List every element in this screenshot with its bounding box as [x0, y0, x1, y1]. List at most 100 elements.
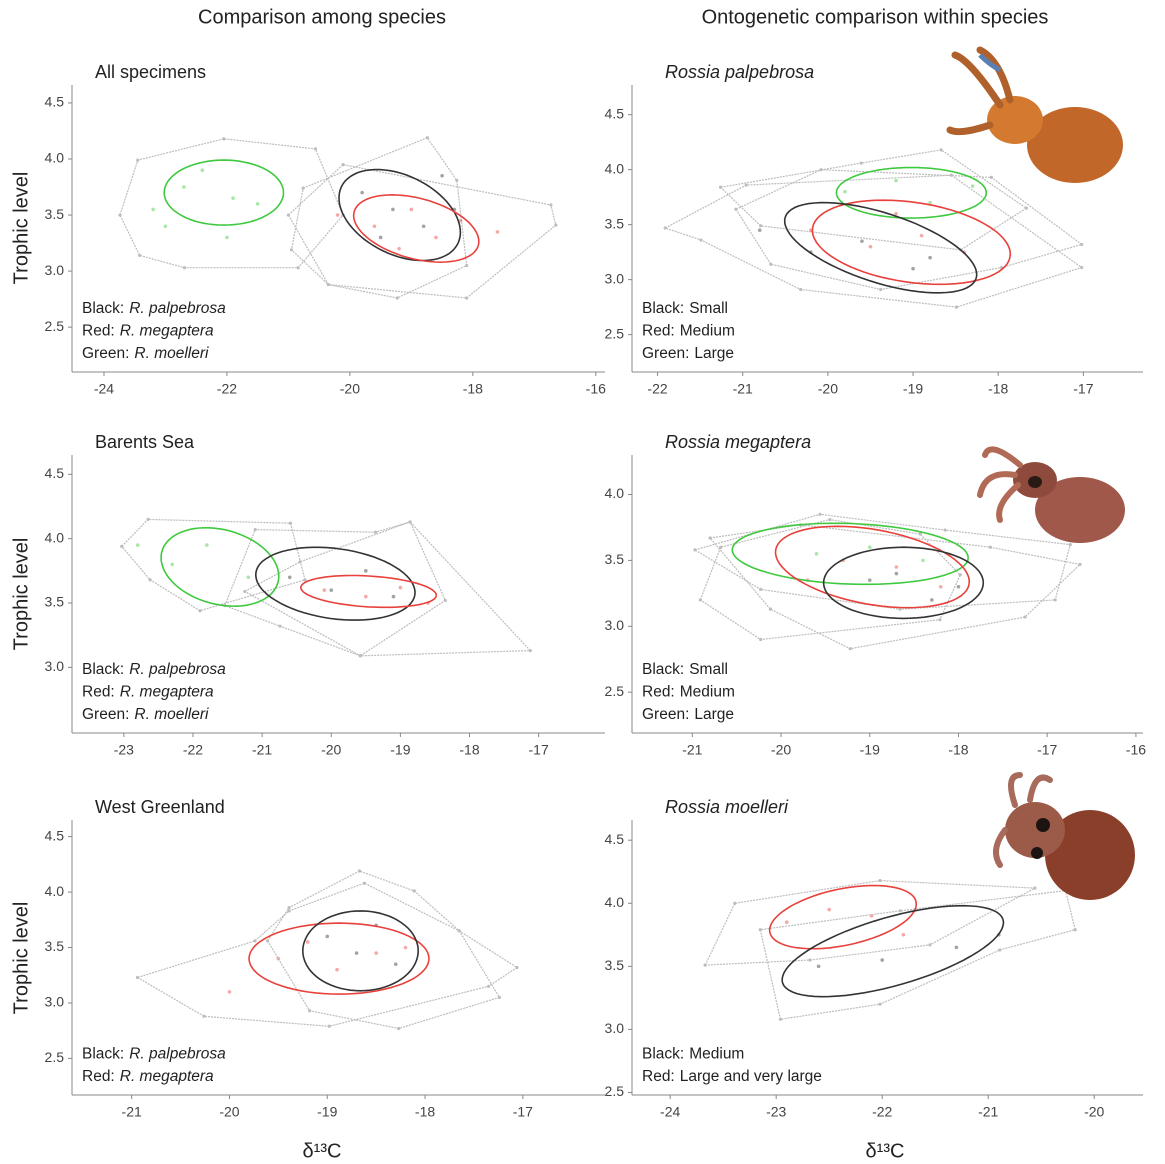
legend-entry: Red:R. megaptera — [82, 323, 214, 340]
legend-entry: Black:R. palpebrosa — [82, 300, 226, 317]
legend-key: Black: — [82, 300, 124, 317]
hull-vertex — [327, 283, 330, 286]
y-tick-label: 3.5 — [45, 206, 65, 222]
hull-vertex — [487, 985, 490, 988]
data-point — [391, 208, 395, 212]
x-tick-label: -19 — [390, 742, 410, 758]
data-point — [895, 572, 899, 576]
x-axis-label: δ¹³C — [303, 1140, 342, 1162]
hull-vertex — [769, 608, 772, 611]
legend-text: R. megaptera — [120, 1068, 214, 1085]
hull-vertex — [879, 288, 882, 291]
data-point — [246, 575, 250, 579]
hull-vertex — [938, 618, 941, 621]
x-tick-label: -17 — [513, 1104, 533, 1120]
y-tick-label: 4.5 — [605, 105, 625, 121]
data-point — [364, 595, 368, 599]
hull-vertex — [287, 213, 290, 216]
hull-vertex — [693, 548, 696, 551]
hull-vertex — [759, 588, 762, 591]
y-tick-label: 2.5 — [605, 1083, 625, 1099]
ellipse — [256, 547, 415, 620]
y-tick-label: 4.5 — [605, 831, 625, 847]
hull-vertex — [1025, 207, 1028, 210]
legend-text: Large and very large — [680, 1068, 822, 1085]
data-point — [496, 230, 500, 234]
hull-vertex — [374, 531, 377, 534]
x-tick-label: -20 — [818, 381, 838, 397]
y-tick-label: 3.0 — [45, 658, 65, 674]
hull-vertex — [413, 889, 416, 892]
convex-hull — [122, 519, 305, 610]
y-tick-label: 4.5 — [45, 827, 65, 843]
data-point — [785, 920, 789, 924]
x-tick-label: -20 — [771, 742, 791, 758]
hull-vertex — [733, 902, 736, 905]
panel-title: Rossia megaptera — [665, 432, 811, 452]
hull-vertex — [253, 939, 256, 942]
legend-key: Black: — [642, 1046, 684, 1063]
hull-vertex — [849, 647, 852, 650]
ellipse — [836, 168, 986, 219]
legend-key: Black: — [642, 300, 684, 317]
hull-vertex — [1069, 543, 1072, 546]
data-point — [256, 202, 260, 206]
y-tick-label: 4.0 — [45, 529, 65, 545]
hull-vertex — [183, 266, 186, 269]
convex-hull — [288, 165, 555, 298]
data-point — [225, 236, 229, 240]
hull-vertex — [919, 532, 922, 535]
data-point — [373, 224, 377, 228]
data-point — [170, 563, 174, 567]
hull-vertex — [928, 943, 931, 946]
squid-illustration — [996, 775, 1135, 900]
legend-key: Green: — [642, 345, 689, 362]
y-tick-label: 4.0 — [605, 485, 625, 501]
data-point — [422, 224, 426, 228]
x-tick-label: -16 — [1126, 742, 1146, 758]
hull-vertex — [303, 578, 306, 581]
y-tick-label: 4.0 — [45, 883, 65, 899]
hull-vertex — [465, 296, 468, 299]
panel-title: West Greenland — [95, 797, 225, 817]
hull-vertex — [1033, 887, 1036, 890]
x-tick-label: -20 — [340, 381, 360, 397]
hull-vertex — [819, 168, 822, 171]
hull-vertex — [243, 590, 246, 593]
panel-title: Barents Sea — [95, 432, 195, 452]
hull-vertex — [1054, 598, 1057, 601]
hull-vertex — [699, 598, 702, 601]
hull-vertex — [358, 869, 361, 872]
legend-entry: Green:R. moelleri — [82, 345, 209, 362]
legend-entry: Red:Medium — [642, 684, 735, 701]
hull-vertex — [699, 238, 702, 241]
x-tick-label: -24 — [660, 1104, 680, 1120]
hull-vertex — [704, 963, 707, 966]
hull-vertex — [120, 545, 123, 548]
hull-vertex — [799, 288, 802, 291]
column-header: Comparison among species — [198, 6, 446, 28]
hull-vertex — [989, 546, 992, 549]
data-point — [323, 588, 327, 592]
x-tick-label: -17 — [1073, 381, 1093, 397]
data-point — [151, 208, 155, 212]
data-point — [379, 236, 383, 240]
x-tick-label: -21 — [682, 742, 702, 758]
hull-vertex — [940, 148, 943, 151]
x-tick-label: -24 — [94, 381, 114, 397]
data-point — [335, 968, 339, 972]
x-tick-label: -20 — [321, 742, 341, 758]
legend-text: Large — [694, 706, 734, 723]
x-tick-label: -18 — [463, 381, 483, 397]
legend-entry: Green:R. moelleri — [82, 706, 209, 723]
hull-vertex — [278, 625, 281, 628]
hull-vertex — [990, 176, 993, 179]
legend-key: Red: — [642, 684, 675, 701]
convex-hull — [245, 522, 531, 656]
data-point — [325, 935, 329, 939]
data-point — [957, 585, 961, 589]
panel: Barents Sea-23-22-21-20-19-18-173.03.54.… — [45, 432, 605, 758]
hull-vertex — [998, 948, 1001, 951]
data-point — [894, 179, 898, 183]
data-point — [827, 908, 831, 912]
